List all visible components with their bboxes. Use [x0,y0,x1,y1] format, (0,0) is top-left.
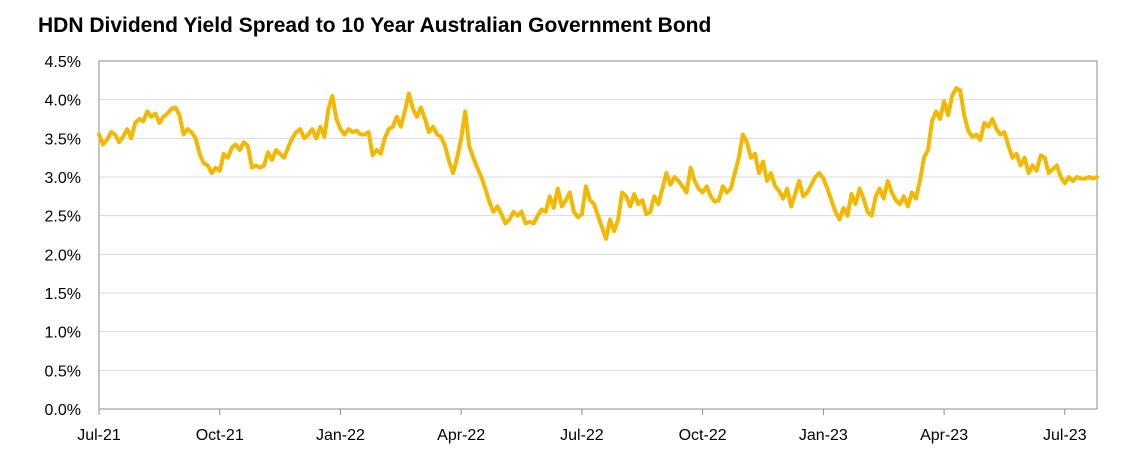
plot-area-border [98,60,1098,410]
x-tick-label: Apr-23 [920,427,968,444]
y-tick-label: 2.5% [45,209,81,226]
x-tick-label: Jan-23 [799,427,848,444]
y-tick-label: 0.5% [45,363,81,380]
y-tick-label: 3.0% [45,170,81,187]
y-tick-label: 3.5% [45,131,81,148]
y-tick-label: 1.5% [45,286,81,303]
chart-title: HDN Dividend Yield Spread to 10 Year Aus… [38,14,712,37]
y-tick-label: 1.0% [45,325,81,342]
x-tick-label: Jul-22 [560,427,604,444]
y-tick-label: 4.5% [45,54,81,71]
x-tick-label: Oct-21 [196,427,244,444]
x-tick-label: Oct-22 [679,427,727,444]
x-tick-label: Jan-22 [316,427,365,444]
gridlines [99,99,1097,371]
x-tick-label: Apr-22 [437,427,485,444]
x-tick-label: Jul-23 [1043,427,1087,444]
y-tick-label: 4.0% [45,93,81,110]
y-tick-label: 2.0% [45,247,81,264]
series-layer [97,86,1099,241]
axes: 0.0% 0.5% 1.0% 1.5% 2.0% 2.5% 3.0% 3.5% 4.0% 4.5%… [45,54,1087,444]
y-tick-label: 0.0% [45,402,81,419]
x-tick-label: Jul-21 [77,427,121,444]
series-line-0 [97,86,1099,241]
